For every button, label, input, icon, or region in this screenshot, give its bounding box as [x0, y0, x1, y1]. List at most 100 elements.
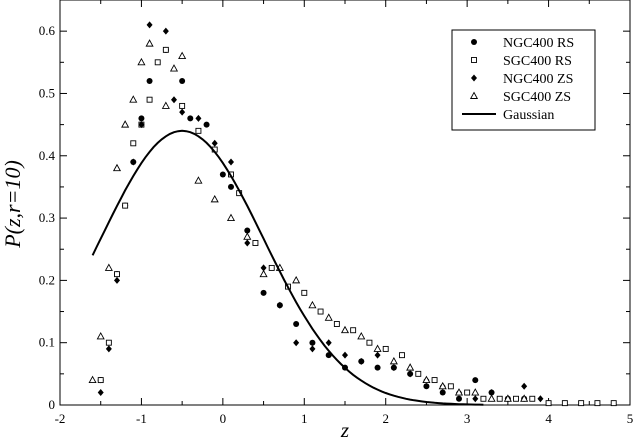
data-point — [390, 364, 397, 372]
data-point — [252, 240, 259, 246]
legend-label: SGC400 ZS — [503, 90, 571, 105]
x-tick-label: 2 — [382, 411, 389, 426]
data-point — [301, 289, 308, 296]
x-tick-label: 1 — [301, 411, 308, 426]
data-point — [537, 395, 544, 403]
legend: NGC400 RS SGC400 RS NGC400 ZS SGC400 ZS Gaus… — [451, 29, 596, 131]
data-point — [309, 345, 316, 353]
data-point — [456, 395, 462, 402]
data-point — [325, 339, 332, 347]
data-point — [130, 158, 137, 166]
legend-item: SGC400 RS — [471, 54, 572, 69]
data-point — [308, 300, 317, 309]
data-point — [210, 194, 219, 203]
data-point — [154, 59, 161, 66]
data-point — [276, 301, 283, 309]
data-point — [122, 202, 129, 209]
data-point — [422, 375, 431, 384]
legend-item: SGC400 ZS — [469, 90, 571, 105]
data-point — [488, 389, 495, 397]
data-point — [187, 115, 194, 122]
x-axis-title: z — [340, 418, 349, 441]
data-point — [406, 363, 415, 371]
x-tick-label: 4 — [545, 411, 552, 426]
data-point — [105, 339, 112, 346]
data-point — [447, 383, 454, 390]
data-point — [358, 357, 365, 365]
data-point — [195, 127, 202, 134]
legend-item: Gaussian — [462, 108, 554, 123]
data-point — [561, 400, 568, 407]
data-point — [260, 289, 267, 296]
gaussian-curve — [91, 129, 484, 406]
y-tick-label: 0 — [49, 397, 56, 412]
data-point — [545, 400, 552, 407]
data-point — [194, 176, 203, 184]
data-point — [195, 114, 202, 122]
data-point — [114, 271, 120, 278]
data-point — [431, 377, 438, 384]
data-point — [104, 263, 113, 271]
legend-marker — [471, 74, 477, 82]
series-sgc400-zs — [88, 39, 529, 402]
data-point — [228, 183, 234, 190]
legend-marker — [469, 91, 479, 99]
legend-marker — [471, 57, 477, 63]
data-point — [472, 395, 479, 403]
data-point — [415, 370, 422, 377]
legend-label: SGC400 RS — [503, 54, 572, 69]
data-point — [146, 21, 153, 29]
data-point — [226, 213, 236, 222]
data-point — [594, 400, 601, 407]
data-point — [137, 57, 146, 66]
data-point — [520, 394, 529, 402]
data-point — [114, 276, 120, 284]
data-point — [228, 158, 234, 166]
legend-label: NGC400 RS — [503, 36, 574, 51]
data-point — [138, 121, 145, 129]
data-point — [472, 377, 479, 384]
data-point — [169, 64, 179, 72]
data-point — [268, 264, 275, 271]
data-point — [399, 352, 405, 359]
y-tick-label: 0.4 — [39, 148, 56, 163]
data-point — [243, 232, 252, 240]
series-gaussian — [91, 129, 484, 406]
data-point — [333, 321, 340, 327]
data-point — [292, 275, 301, 284]
data-point — [293, 339, 300, 347]
data-point — [496, 395, 503, 402]
data-point — [260, 264, 267, 272]
y-tick-label: 0.6 — [39, 23, 56, 38]
data-point — [529, 395, 536, 402]
data-point — [88, 375, 97, 384]
data-point — [578, 400, 585, 407]
data-point — [219, 171, 226, 178]
legend-item: NGC400 RS — [471, 36, 574, 51]
y-tick-label: 0.3 — [39, 210, 55, 225]
data-point — [521, 382, 528, 390]
data-point — [138, 115, 145, 122]
legend-items: NGC400 RS SGC400 RS NGC400 ZS SGC400 ZS Gaus… — [462, 36, 574, 123]
data-point — [129, 95, 138, 103]
axis-tick-labels: -2 -1 0 1 2 3 4 5 0 0.1 0.2 0.3 0.4 0.5 0.6 — [39, 23, 634, 426]
data-point — [259, 269, 268, 278]
data-point — [373, 344, 382, 352]
data-point — [96, 332, 105, 340]
data-point — [105, 345, 112, 353]
data-point — [374, 364, 381, 371]
data-point — [211, 139, 218, 147]
data-point — [382, 345, 389, 352]
axis-ticks — [59, 0, 631, 406]
data-layer — [88, 21, 617, 407]
y-tick-label: 0.5 — [39, 85, 55, 100]
data-point — [423, 383, 430, 390]
data-point — [480, 395, 487, 402]
data-point — [513, 395, 519, 402]
data-point — [407, 370, 414, 378]
data-point — [179, 78, 186, 84]
data-point — [374, 351, 381, 359]
legend-label: NGC400 ZS — [503, 72, 573, 87]
data-point — [471, 388, 480, 396]
data-point — [179, 108, 186, 116]
